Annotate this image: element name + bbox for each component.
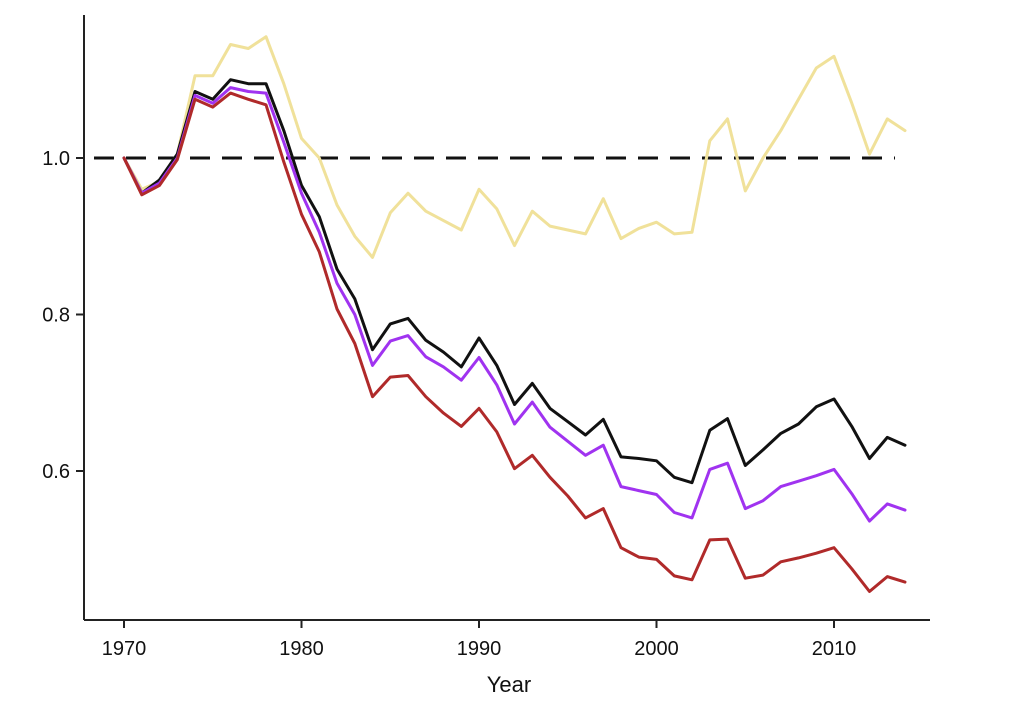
y-tick-label: 0.6 [42, 461, 70, 483]
x-tick-label: 1980 [279, 638, 324, 660]
x-tick-label: 2000 [634, 638, 679, 660]
x-axis-title: Year [487, 672, 531, 697]
plot-area: 1970 1980 1990 2000 2010 0.6 0.8 1.0 [42, 35, 907, 660]
series-line-3 [122, 86, 907, 523]
x-tick-label: 1990 [457, 638, 502, 660]
y-tick-label: 1.0 [42, 148, 70, 170]
x-tick-label: 1970 [102, 638, 147, 660]
series-line-2 [122, 78, 907, 485]
y-tick-label: 0.8 [42, 305, 70, 327]
series-line-4 [122, 91, 907, 593]
x-tick-label: 2010 [812, 638, 857, 660]
series-line-1 [122, 35, 907, 259]
